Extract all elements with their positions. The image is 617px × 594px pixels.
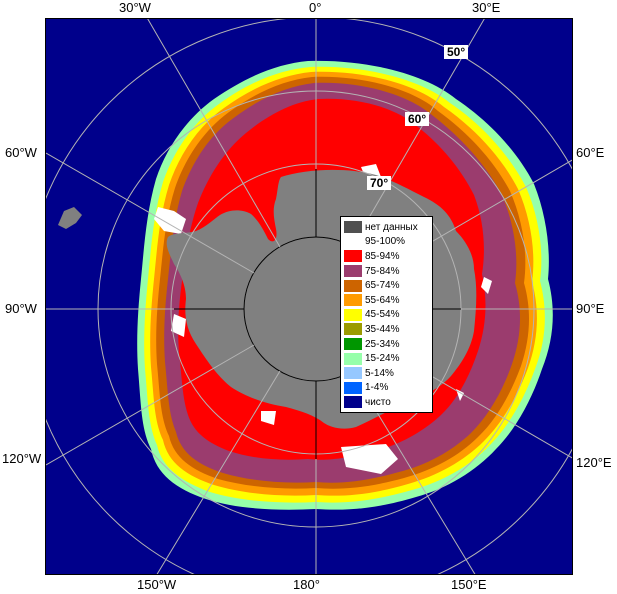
- legend-item: 95-100%: [344, 235, 432, 250]
- legend-item: 85-94%: [344, 249, 432, 264]
- longitude-label: 150°W: [137, 577, 177, 592]
- legend-item: 35-44%: [344, 322, 432, 337]
- latitude-label: 50°: [444, 45, 469, 59]
- longitude-label: 30°W: [119, 0, 151, 15]
- legend-label: 45-54%: [365, 309, 400, 321]
- sea-ice-concentration-map: [46, 19, 572, 574]
- legend-swatch: [344, 381, 362, 394]
- legend-label: 35-44%: [365, 323, 400, 335]
- legend-item: 1-4%: [344, 381, 432, 396]
- legend-swatch: [344, 367, 362, 380]
- legend-swatch: [344, 279, 362, 292]
- longitude-label: 90°W: [5, 301, 37, 316]
- legend-label: 95-100%: [365, 236, 406, 248]
- legend-item: нет данных: [344, 220, 432, 235]
- map-frame: [45, 18, 573, 575]
- ice-patch-95-100: [171, 314, 186, 337]
- legend-item: 15-24%: [344, 351, 432, 366]
- legend-label: 1-4%: [365, 382, 389, 394]
- legend-label: 55-64%: [365, 294, 400, 306]
- legend-swatch: [344, 221, 362, 234]
- latitude-label: 70°: [367, 176, 392, 190]
- legend-label: 85-94%: [365, 250, 400, 262]
- legend-swatch: [344, 294, 362, 307]
- legend-item: 75-84%: [344, 264, 432, 279]
- legend-swatch: [344, 323, 362, 336]
- legend-swatch: [344, 235, 362, 248]
- legend-label: чисто: [365, 396, 391, 408]
- longitude-label: 90°E: [576, 301, 605, 316]
- longitude-label: 0°: [309, 0, 322, 15]
- legend-label: 5-14%: [365, 367, 394, 379]
- legend-label: 15-24%: [365, 353, 400, 365]
- legend-item: 5-14%: [344, 366, 432, 381]
- legend-item: чисто: [344, 395, 432, 410]
- legend-item: 25-34%: [344, 337, 432, 352]
- ice-patch-95-100: [261, 411, 276, 425]
- legend-label: 25-34%: [365, 338, 400, 350]
- legend-swatch: [344, 338, 362, 351]
- legend-label: нет данных: [365, 221, 418, 233]
- legend-item: 45-54%: [344, 308, 432, 323]
- legend-item: 65-74%: [344, 278, 432, 293]
- legend-swatch: [344, 308, 362, 321]
- south-america-tip: [58, 207, 82, 229]
- legend-label: 75-84%: [365, 265, 400, 277]
- legend-label: 65-74%: [365, 280, 400, 292]
- longitude-label: 150°E: [451, 577, 487, 592]
- longitude-label: 120°W: [2, 451, 42, 466]
- legend-swatch: [344, 250, 362, 263]
- meridian-lines: [46, 19, 572, 574]
- longitude-label: 60°E: [576, 145, 605, 160]
- latitude-label: 60°: [405, 112, 430, 126]
- legend-swatch: [344, 352, 362, 365]
- ice-patch-95-100: [154, 207, 186, 234]
- longitude-label: 180°: [293, 577, 320, 592]
- legend-item: 55-64%: [344, 293, 432, 308]
- concentration-legend: нет данных 95-100% 85-94% 75-84% 65-74% 55-64…: [340, 216, 433, 413]
- legend-swatch: [344, 396, 362, 409]
- legend-swatch: [344, 265, 362, 278]
- ice-patch-95-100: [341, 444, 398, 474]
- ice-patch-95-100: [481, 277, 492, 294]
- longitude-label: 60°W: [5, 145, 37, 160]
- longitude-label: 120°E: [576, 455, 612, 470]
- longitude-label: 30°E: [472, 0, 501, 15]
